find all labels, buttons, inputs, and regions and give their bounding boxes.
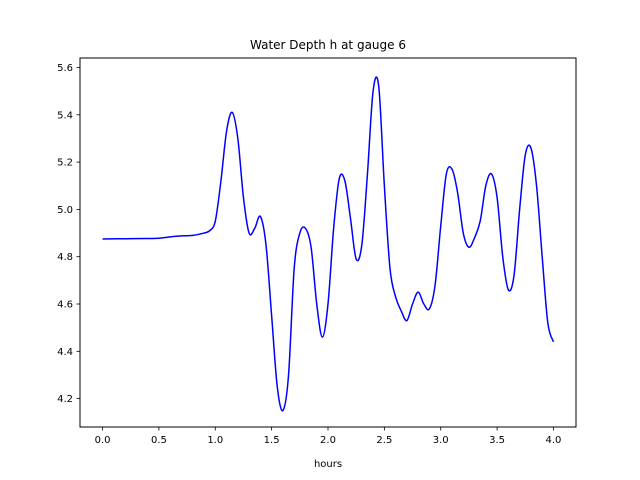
x-tick-label: 0.5	[151, 435, 167, 446]
y-tick-label: 4.6	[57, 300, 73, 311]
x-tick-label: 2.5	[376, 435, 392, 446]
x-tick-label: 1.0	[207, 435, 223, 446]
x-tick-label: 3.5	[489, 435, 505, 446]
x-tick-label: 2.0	[320, 435, 336, 446]
y-tick-label: 5.4	[57, 110, 73, 121]
y-tick-label: 4.4	[57, 347, 73, 358]
y-tick-label: 4.8	[57, 252, 73, 263]
x-tick-label: 0.0	[95, 435, 111, 446]
series-line-0	[102, 76, 555, 412]
y-axis-ticks: 4.2 4.4 4.6 4.8 5.0 5.2 5.4 5.6	[57, 63, 80, 405]
chart-title: Water Depth h at gauge 6	[250, 38, 406, 52]
x-tick-label: 1.5	[264, 435, 280, 446]
x-tick-label: 3.0	[433, 435, 449, 446]
plot-area	[102, 76, 555, 412]
x-axis-label: hours	[314, 459, 342, 470]
x-tick-label: 4.0	[546, 435, 562, 446]
y-tick-label: 5.2	[57, 158, 73, 169]
y-tick-label: 4.2	[57, 394, 73, 405]
x-axis-ticks: 0.0 0.5 1.0 1.5 2.0 2.5 3.0 3.5 4.0	[95, 427, 562, 446]
y-tick-label: 5.0	[57, 205, 73, 216]
y-tick-label: 5.6	[57, 63, 73, 74]
